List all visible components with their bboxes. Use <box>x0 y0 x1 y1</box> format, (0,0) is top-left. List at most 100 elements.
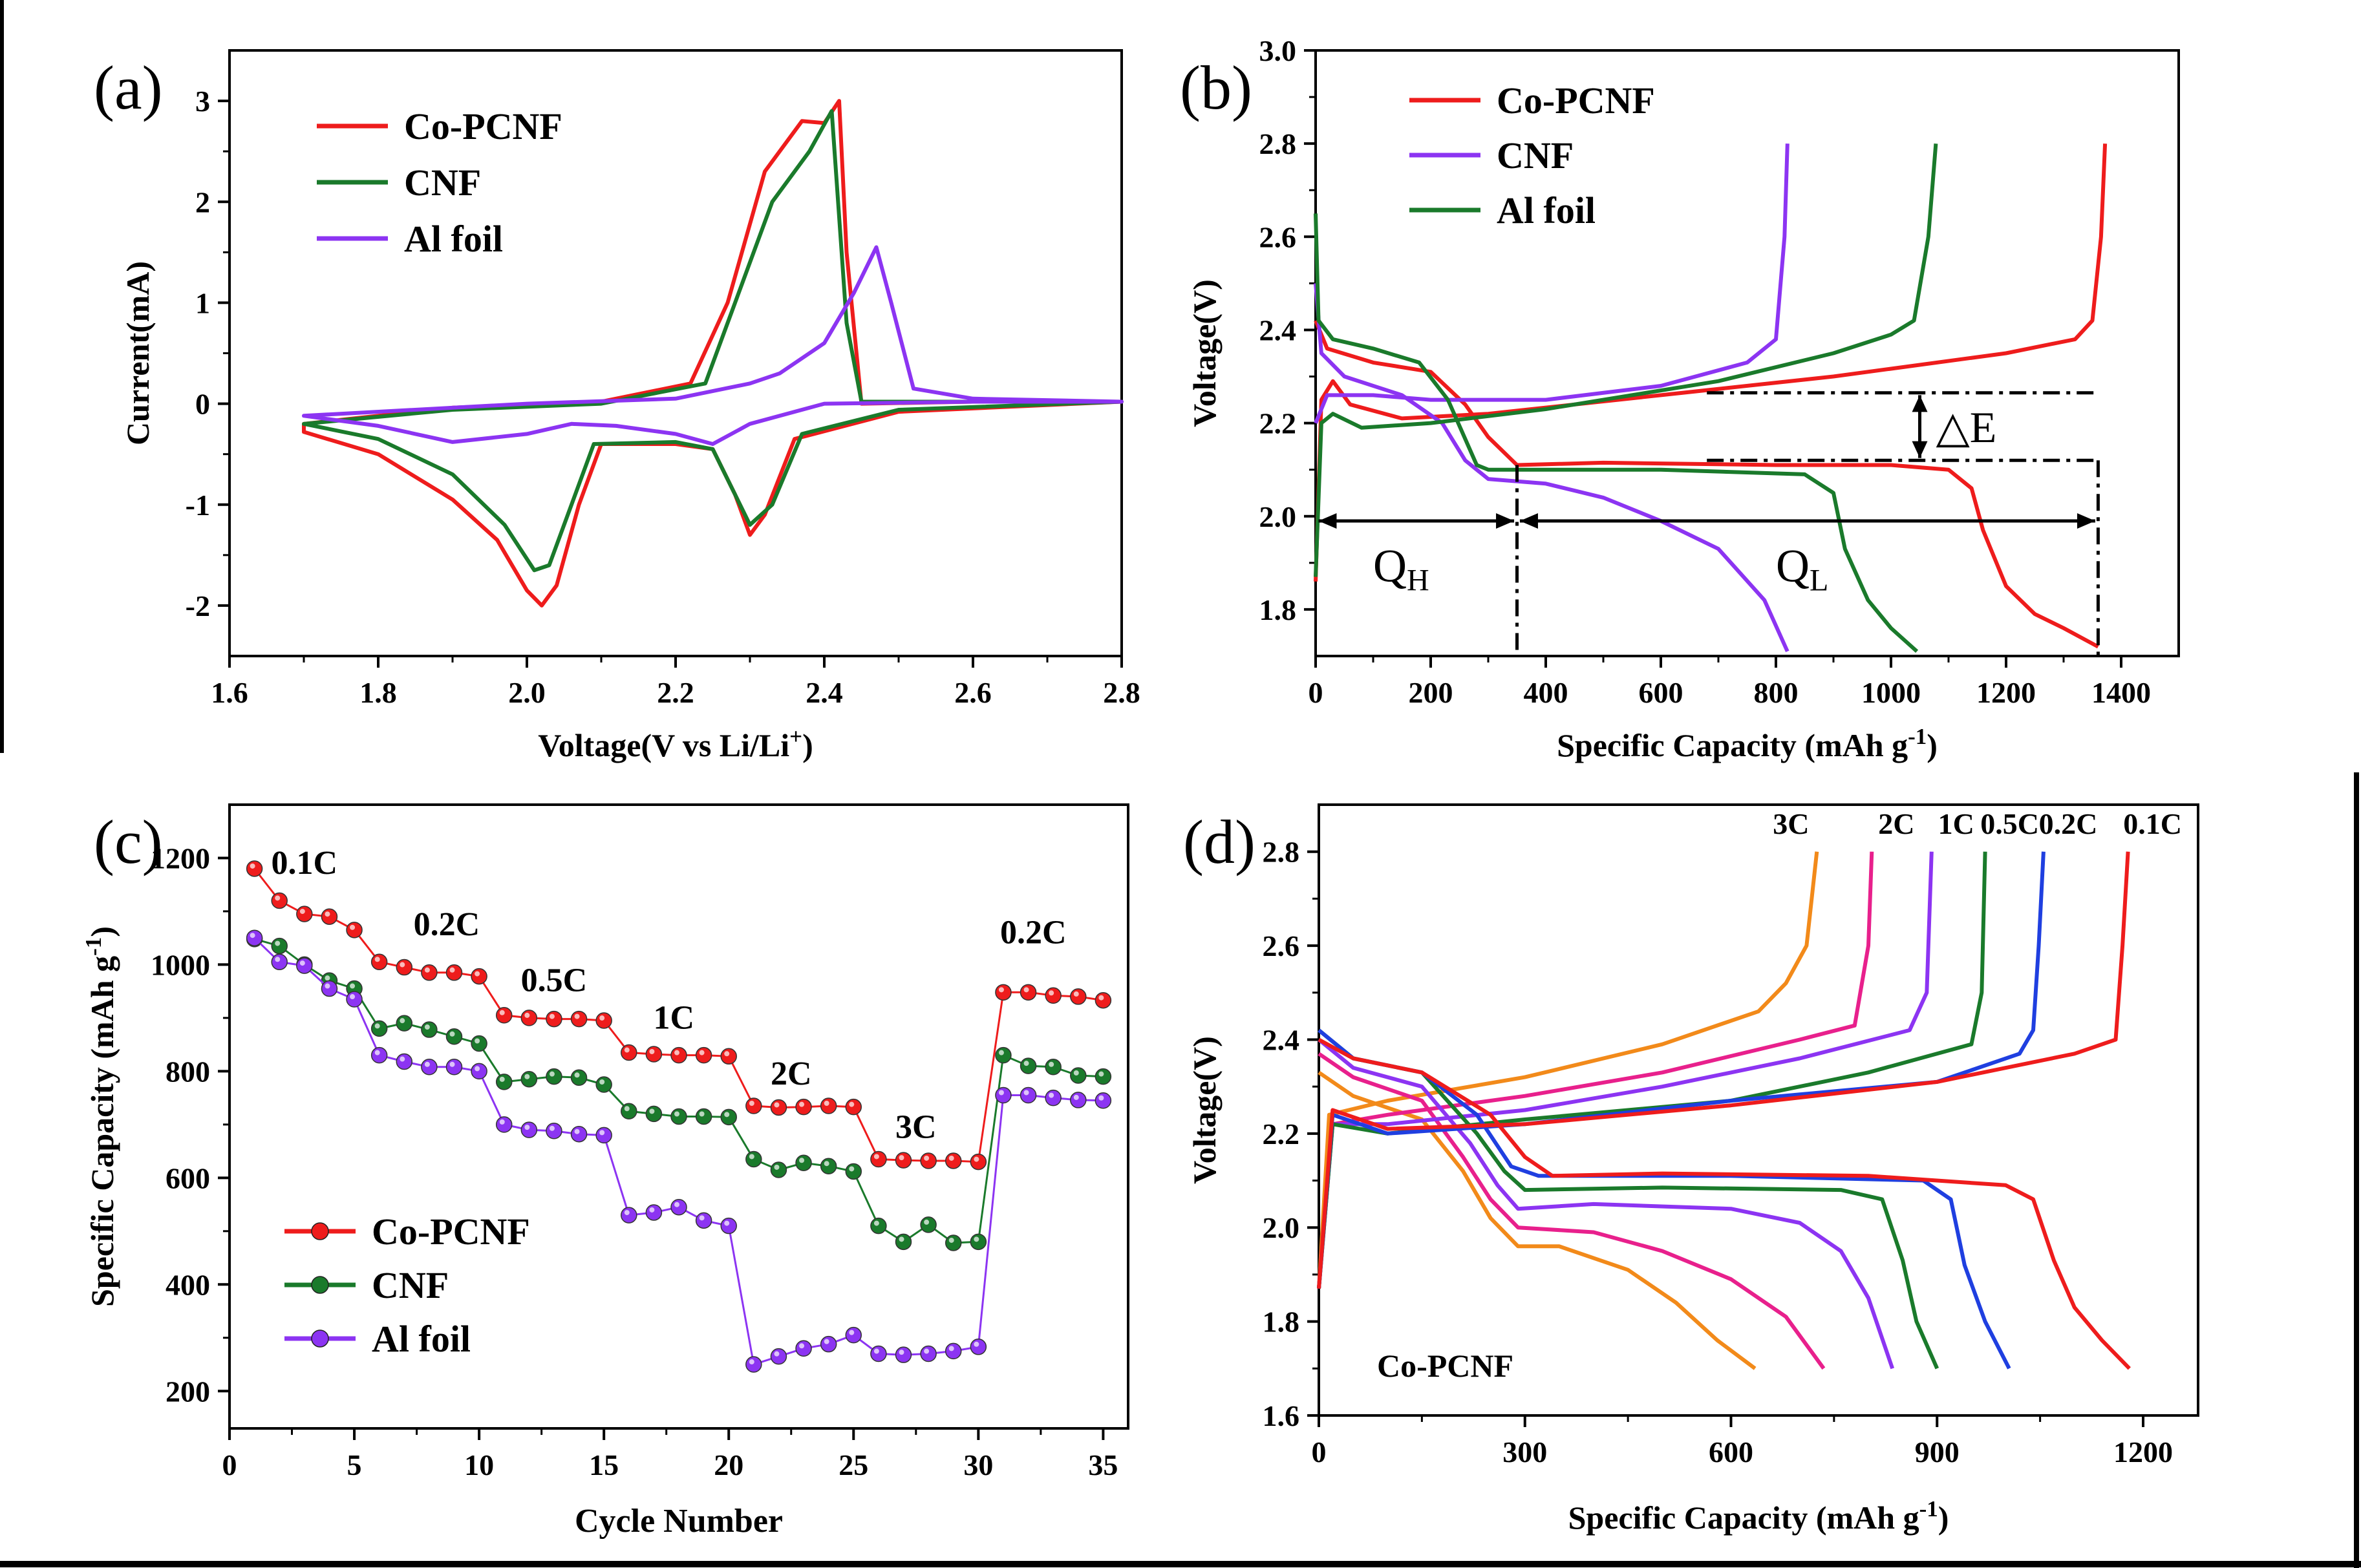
rate-point <box>396 959 413 976</box>
y-tick-label: 400 <box>166 1268 210 1301</box>
rate-point-highlight <box>475 1038 480 1044</box>
rate-point <box>770 1348 787 1365</box>
rate-point-highlight <box>649 1049 655 1054</box>
rate-point-highlight <box>374 1023 380 1029</box>
y-axis-label: Voltage(V) <box>1186 279 1223 427</box>
charge-curve <box>1314 143 1938 577</box>
rate-point-highlight <box>1073 1070 1079 1075</box>
legend-label: Al foil <box>372 1318 471 1360</box>
rate-curve-label: 3C <box>1773 807 1809 840</box>
panel-a: 1.6 1.8 2.0 2.2 2.4 2.6 2.8 -2 -1 0 1 2 3 (a) Co-PCNF C… <box>94 49 1140 763</box>
rate-point-highlight <box>849 1330 855 1335</box>
rate-point-highlight <box>849 1166 855 1172</box>
x-tick-label: 5 <box>347 1448 362 1481</box>
rate-point <box>421 1059 438 1075</box>
x-tick-label: 2.2 <box>657 676 694 709</box>
rate-point <box>870 1150 887 1168</box>
rate-point <box>445 964 463 981</box>
rate-point-highlight <box>649 1207 655 1213</box>
rate-point <box>695 1046 712 1064</box>
rate-point <box>595 1127 612 1144</box>
x-tick-label: 0 <box>1312 1436 1327 1468</box>
rate-point <box>570 1125 588 1143</box>
y-tick-label: -2 <box>186 589 210 622</box>
x-tick-label: 2.8 <box>1103 676 1140 709</box>
rate-point <box>621 1103 637 1120</box>
rate-point <box>271 892 288 909</box>
rate-point <box>621 1207 637 1224</box>
rate-point-highlight <box>974 1236 979 1242</box>
x-tick-label: 35 <box>1088 1448 1118 1481</box>
panel-d: 0 300 600 900 1200 1.6 1.8 2.0 2.2 2.4 2.6 2.8(d) 3C… <box>1183 803 2199 1536</box>
rate-point <box>920 1152 937 1169</box>
rate-point-highlight <box>574 1072 580 1078</box>
x-tick-label: 15 <box>589 1448 619 1481</box>
rate-point-highlight <box>774 1351 780 1357</box>
y-axis-label: Current(mA) <box>120 261 156 445</box>
panel-label: (b) <box>1180 53 1252 122</box>
discharge-curve <box>1318 1028 2011 1370</box>
rate-point-highlight <box>799 1343 805 1349</box>
y-axis-label: Specific Capacity (mAh g-1) <box>81 926 121 1307</box>
rate-point-highlight <box>899 1350 904 1355</box>
rate-point <box>621 1044 637 1061</box>
rate-point-highlight <box>499 1076 505 1082</box>
rate-point <box>346 991 363 1008</box>
y-tick-label: 2.4 <box>1263 1023 1300 1056</box>
rate-point-highlight <box>424 1061 430 1067</box>
x-tick-label: 400 <box>1524 676 1568 709</box>
discharge-curve <box>1318 1037 2131 1370</box>
rate-point <box>396 1053 413 1070</box>
rate-point <box>570 1010 588 1028</box>
rate-label: 2C <box>771 1055 812 1092</box>
rate-point-highlight <box>499 1119 505 1125</box>
rate-point <box>795 1098 812 1116</box>
rate-label: 0.1C <box>272 845 338 882</box>
y-tick-label: 0 <box>195 388 210 421</box>
rate-point <box>520 1010 538 1026</box>
rate-point <box>870 1217 887 1234</box>
rate-point-highlight <box>350 994 356 1000</box>
y-tick-label: 2.2 <box>1263 1118 1300 1150</box>
x-tick-label: 600 <box>1709 1436 1753 1468</box>
y-tick-label: 1.8 <box>1259 593 1297 626</box>
legend-label: Co-PCNF <box>372 1211 530 1253</box>
rate-curve-label: 1C <box>1938 807 1974 840</box>
rate-point <box>945 1342 962 1360</box>
discharge-curve <box>1318 1052 1826 1370</box>
rate-point-highlight <box>824 1101 829 1107</box>
rate-point <box>1070 1067 1087 1084</box>
rate-point <box>895 1346 912 1363</box>
rate-point <box>346 922 363 938</box>
charge-curve <box>1317 851 1934 1289</box>
charge-curve <box>1317 851 2046 1289</box>
rate-point <box>820 1097 837 1114</box>
rate-point-highlight <box>873 1220 879 1226</box>
charge-curve <box>1317 851 2130 1289</box>
rate-point-highlight <box>449 1061 455 1067</box>
rate-point <box>570 1069 588 1086</box>
rate-point-highlight <box>924 1219 930 1225</box>
x-tick-label: 0 <box>222 1448 237 1481</box>
y-tick-label: -1 <box>186 489 210 522</box>
rate-point-highlight <box>899 1236 904 1242</box>
rate-point-highlight <box>400 962 405 968</box>
rate-point-highlight <box>1098 1071 1104 1077</box>
delta-e-label: △E <box>1936 403 1997 452</box>
rate-point-highlight <box>799 1158 805 1163</box>
plot-frame <box>1318 803 2199 1417</box>
legend-marker <box>311 1330 329 1348</box>
y-tick-label: 1.8 <box>1263 1306 1300 1339</box>
rate-point <box>445 1028 463 1045</box>
legend-label: Al foil <box>1497 189 1596 231</box>
rate-point <box>271 953 288 971</box>
x-tick-label: 800 <box>1754 676 1799 709</box>
rate-point <box>1070 988 1087 1005</box>
rate-point <box>520 1121 538 1138</box>
rate-point <box>720 1217 737 1234</box>
y-tick-label: 2.6 <box>1259 220 1297 253</box>
rate-point <box>770 1099 787 1116</box>
rate-point <box>520 1071 538 1088</box>
rate-point-highlight <box>549 1071 555 1077</box>
rate-point <box>645 1105 663 1123</box>
